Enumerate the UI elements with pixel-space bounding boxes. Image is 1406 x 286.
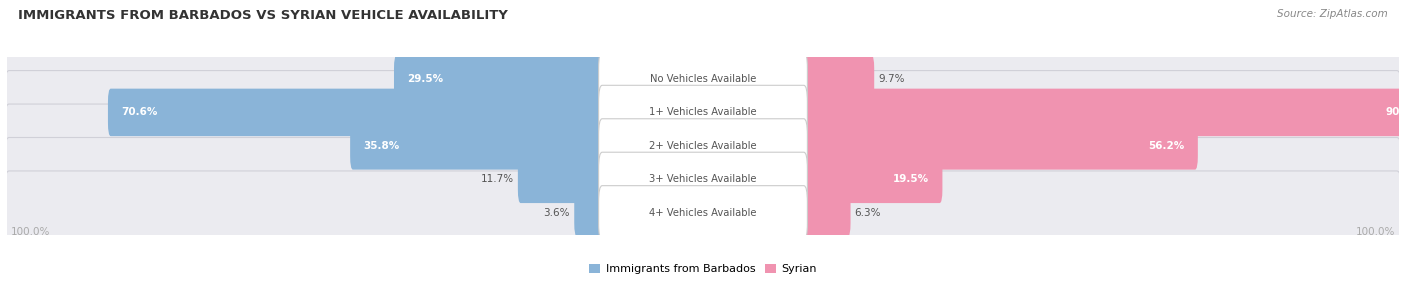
Legend: Immigrants from Barbados, Syrian: Immigrants from Barbados, Syrian	[585, 259, 821, 279]
Text: 70.6%: 70.6%	[121, 108, 157, 118]
Text: No Vehicles Available: No Vehicles Available	[650, 74, 756, 84]
Text: 1+ Vehicles Available: 1+ Vehicles Available	[650, 108, 756, 118]
FancyBboxPatch shape	[517, 156, 605, 203]
Text: 19.5%: 19.5%	[893, 174, 929, 184]
Text: IMMIGRANTS FROM BARBADOS VS SYRIAN VEHICLE AVAILABILITY: IMMIGRANTS FROM BARBADOS VS SYRIAN VEHIC…	[18, 9, 508, 21]
Text: Source: ZipAtlas.com: Source: ZipAtlas.com	[1277, 9, 1388, 19]
Text: 2+ Vehicles Available: 2+ Vehicles Available	[650, 141, 756, 151]
Text: 100.0%: 100.0%	[10, 227, 49, 237]
FancyBboxPatch shape	[4, 138, 1402, 221]
FancyBboxPatch shape	[599, 152, 807, 206]
FancyBboxPatch shape	[350, 122, 605, 170]
FancyBboxPatch shape	[4, 171, 1402, 255]
Text: 35.8%: 35.8%	[363, 141, 399, 151]
Text: 9.7%: 9.7%	[879, 74, 905, 84]
Text: 29.5%: 29.5%	[408, 74, 443, 84]
FancyBboxPatch shape	[4, 37, 1402, 121]
FancyBboxPatch shape	[108, 89, 605, 136]
FancyBboxPatch shape	[801, 156, 942, 203]
FancyBboxPatch shape	[574, 189, 605, 237]
FancyBboxPatch shape	[801, 189, 851, 237]
FancyBboxPatch shape	[599, 186, 807, 240]
FancyBboxPatch shape	[394, 55, 605, 103]
FancyBboxPatch shape	[599, 119, 807, 173]
Text: 4+ Vehicles Available: 4+ Vehicles Available	[650, 208, 756, 218]
FancyBboxPatch shape	[4, 71, 1402, 154]
FancyBboxPatch shape	[599, 52, 807, 106]
Text: 100.0%: 100.0%	[1357, 227, 1396, 237]
Text: 11.7%: 11.7%	[481, 174, 513, 184]
Text: 3+ Vehicles Available: 3+ Vehicles Available	[650, 174, 756, 184]
FancyBboxPatch shape	[801, 55, 875, 103]
Text: 6.3%: 6.3%	[855, 208, 882, 218]
Text: 3.6%: 3.6%	[544, 208, 569, 218]
FancyBboxPatch shape	[4, 104, 1402, 188]
FancyBboxPatch shape	[599, 85, 807, 140]
FancyBboxPatch shape	[801, 89, 1406, 136]
FancyBboxPatch shape	[801, 122, 1198, 170]
Text: 56.2%: 56.2%	[1149, 141, 1185, 151]
Text: 90.3%: 90.3%	[1386, 108, 1406, 118]
